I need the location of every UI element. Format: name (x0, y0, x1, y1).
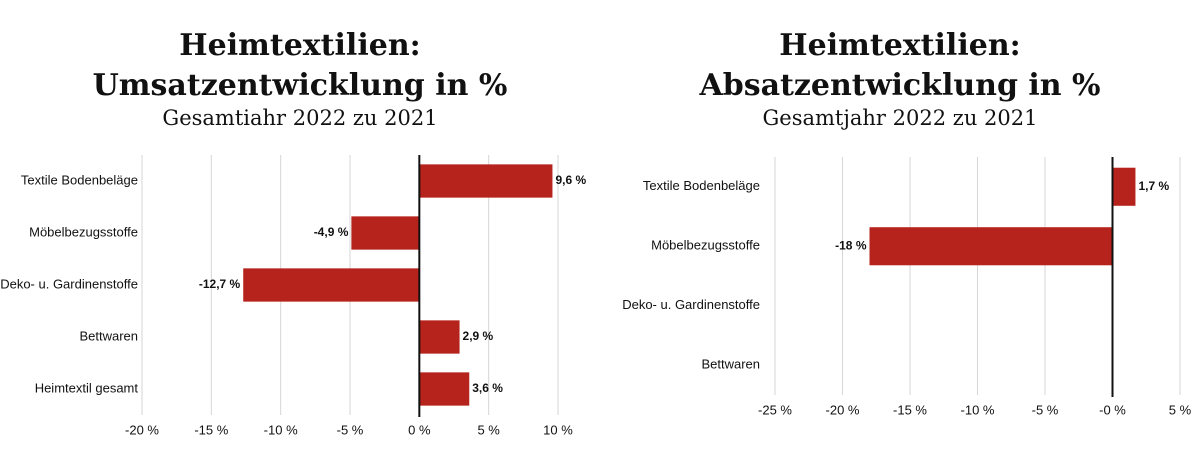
chart-title: Heimtextilien: Absatzentwicklung in % (699, 28, 1101, 103)
y-tick-label: Möbelbezugsstoffe (29, 224, 138, 239)
bar (419, 164, 553, 198)
bar (419, 372, 470, 406)
bar (419, 320, 460, 354)
value-label: 1,7 % (1138, 179, 1169, 193)
value-label: -18 % (835, 238, 867, 252)
chart-subtitle: Gesamtiahr 2022 zu 2021 (162, 106, 438, 130)
x-tick-label: -5 % (1032, 402, 1059, 417)
x-tick-label: -20 % (125, 422, 159, 437)
chart-title: Heimtextilien: Umsatzentwicklung in % (92, 28, 508, 103)
y-tick-label: Möbelbezugsstoffe (651, 238, 760, 253)
chart-subtitle: Gesamtjahr 2022 zu 2021 (762, 106, 1038, 130)
value-label: -4,9 % (314, 225, 349, 239)
y-tick-label: Heimtextil gesamt (35, 380, 139, 395)
x-tick-label: -0 % (1099, 402, 1126, 417)
y-tick-label: Textile Bodenbeläge (21, 172, 138, 187)
x-tick-label: 0 % (408, 422, 431, 437)
x-tick-label: 10 % (543, 422, 573, 437)
value-label: 2,9 % (463, 329, 494, 343)
bar (351, 216, 420, 250)
value-label: 9,6 % (555, 173, 586, 187)
bar (869, 227, 1113, 266)
y-tick-label: Bettwaren (701, 357, 760, 372)
x-tick-label: -25 % (758, 402, 792, 417)
value-label: -12,7 % (199, 277, 241, 291)
x-tick-label: -15 % (893, 402, 927, 417)
bar (243, 268, 420, 302)
y-tick-label: Deko- u. Gardinenstoffe (622, 297, 760, 312)
x-tick-label: -10 % (264, 422, 298, 437)
x-tick-label: -20 % (826, 402, 860, 417)
x-tick-label: -15 % (194, 422, 228, 437)
x-tick-label: -5 % (337, 422, 364, 437)
y-tick-label: Textile Bodenbeläge (643, 178, 760, 193)
x-tick-label: 5 % (1169, 402, 1192, 417)
x-tick-label: 5 % (477, 422, 500, 437)
y-tick-label: Deko- u. Gardinenstoffe (0, 276, 138, 291)
bar (1112, 167, 1136, 206)
value-label: 3,6 % (472, 381, 503, 395)
y-tick-label: Bettwaren (79, 328, 138, 343)
x-tick-label: -10 % (961, 402, 995, 417)
